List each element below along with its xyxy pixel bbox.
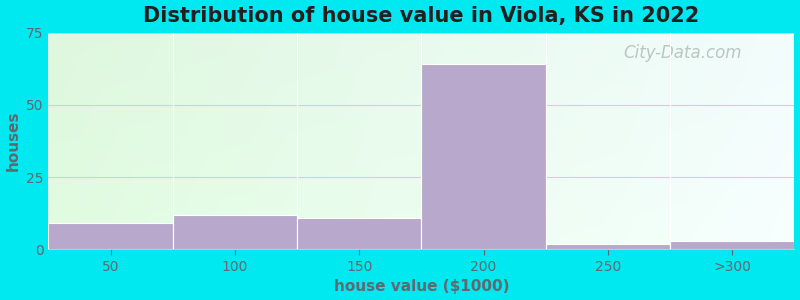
Title: Distribution of house value in Viola, KS in 2022: Distribution of house value in Viola, KS…	[143, 6, 699, 26]
Y-axis label: houses: houses	[6, 111, 21, 171]
Bar	[422, 64, 546, 250]
Bar	[173, 215, 297, 250]
Bar	[297, 218, 422, 250]
Text: City-Data.com: City-Data.com	[623, 44, 742, 62]
Bar	[670, 241, 794, 250]
X-axis label: house value ($1000): house value ($1000)	[334, 279, 510, 294]
Bar	[49, 224, 173, 250]
Bar	[546, 244, 670, 250]
